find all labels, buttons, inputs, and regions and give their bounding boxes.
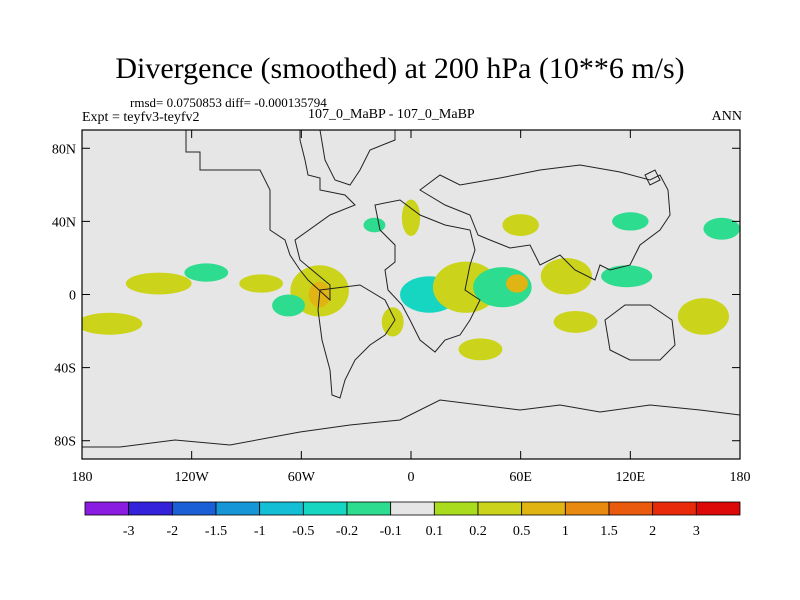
x-tick-label: 0 [408, 470, 415, 485]
case-label: 107_0_MaBP - 107_0_MaBP [308, 107, 475, 122]
colorbar-label: -2 [166, 524, 178, 539]
field-europe-positive [401, 199, 421, 237]
colorbar-label: -1 [254, 524, 266, 539]
colorbar-label: 1.5 [600, 524, 618, 539]
colorbar: -3 -2 -1.5 -1 -0.5 -0.2 -0.1 0.1 0.2 0.5 1 1.5 2 3 [84, 501, 741, 539]
colorbar-swatch [477, 501, 523, 516]
colorbar-label: 0.2 [469, 524, 487, 539]
field-tropical-pacific-positive [125, 272, 192, 295]
colorbar-swatch [564, 501, 610, 516]
x-tick-label: 180 [730, 470, 751, 485]
field-north-atlantic-negative [363, 217, 386, 233]
colorbar-swatch [171, 501, 217, 516]
stats-line: rmsd= 0.0750853 diff= -0.000135794 [130, 95, 327, 110]
y-tick-label: 80N [52, 142, 76, 157]
coastline-asia [419, 164, 671, 281]
colorbar-label: 3 [693, 524, 700, 539]
colorbar-label: -3 [123, 524, 135, 539]
x-tick-label: 60E [509, 470, 532, 485]
colorbar-swatch [652, 501, 697, 516]
colorbar-swatch [521, 501, 566, 516]
coastline-north-america [185, 130, 356, 302]
plot-title: Divergence (smoothed) at 200 hPa (10**6 … [115, 52, 685, 85]
coastline-australia [604, 304, 676, 361]
field-maritime-negative [601, 265, 653, 288]
field-indian-core [506, 274, 528, 293]
field-south-atlantic-positive [381, 307, 404, 337]
colorbar-label: 0.5 [513, 524, 531, 539]
colorbar-label: 0.1 [426, 524, 444, 539]
x-tick-label: 180 [72, 470, 93, 485]
colorbar-label: -0.1 [380, 524, 402, 539]
field-east-pacific-positive [239, 274, 284, 293]
field-pacific-nw-negative [703, 217, 740, 240]
coastlines [82, 130, 740, 448]
season-label: ANN [711, 109, 742, 124]
field-asia-positive [502, 214, 539, 237]
colorbar-swatch [433, 501, 479, 516]
coastline-europe-africa [374, 199, 481, 353]
coastline-south-america [317, 284, 396, 399]
field-south-pacific-positive [82, 312, 143, 335]
colorbar-swatch [128, 501, 173, 516]
colorbar-label: 2 [649, 524, 656, 539]
coastline-antarctica [82, 399, 740, 448]
colorbar-swatch [390, 501, 435, 516]
x-tick-label: 120E [616, 470, 646, 485]
y-tick-label: 80S [54, 435, 76, 450]
colorbar-swatch [302, 501, 348, 516]
field-south-indian-positive [553, 310, 598, 333]
field-southern-africa-positive [458, 338, 503, 361]
colorbar-label: 1 [562, 524, 569, 539]
axis-ticks: 180 120W 60W 0 60E 120E 180 80N 40N 0 40S 80S [52, 130, 751, 485]
colorbar-swatch [84, 501, 130, 516]
colorbar-swatch [346, 501, 392, 516]
colorbar-swatch [695, 501, 741, 516]
coastline-japan [644, 169, 661, 186]
field-central-pacific-negative [184, 263, 229, 282]
coastline-greenland [319, 130, 396, 186]
x-tick-label: 120W [175, 470, 210, 485]
y-tick-label: 40S [54, 362, 76, 377]
y-tick-label: 0 [69, 289, 76, 304]
field-atlantic-negative [272, 294, 305, 317]
colorbar-label: -0.2 [336, 524, 358, 539]
field-india-positive [540, 257, 592, 295]
x-tick-label: 60W [288, 470, 316, 485]
colorbar-label: -0.5 [292, 524, 314, 539]
field-east-asia-negative [612, 212, 649, 231]
y-tick-label: 40N [52, 215, 76, 230]
experiment-label: Expt = teyfv3-teyfv2 [82, 110, 200, 125]
colorbar-label: -1.5 [205, 524, 227, 539]
colorbar-swatch [259, 501, 304, 516]
colorbar-swatch [215, 501, 261, 516]
field-australia-positive [677, 298, 730, 335]
colorbar-swatch [608, 501, 654, 516]
